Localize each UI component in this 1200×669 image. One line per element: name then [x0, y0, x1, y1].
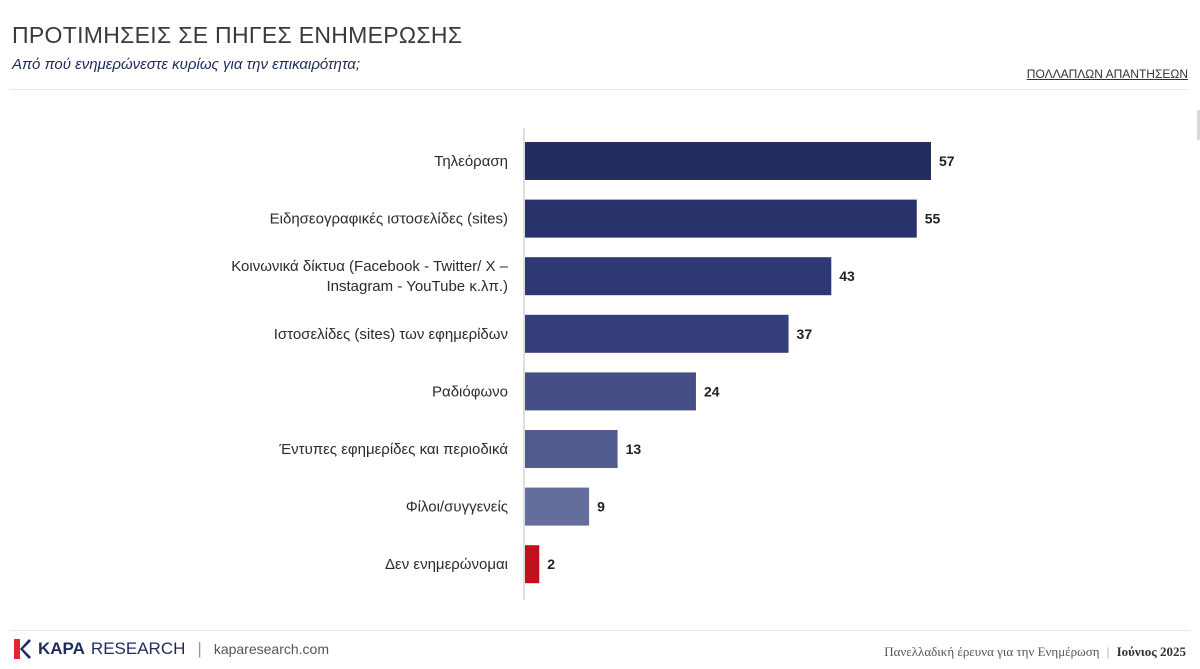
multiple-answers-note: ΠΟΛΛΑΠΛΩΝ ΑΠΑΝΤΗΣΕΩΝ	[1026, 67, 1188, 81]
survey-separator: |	[1106, 644, 1110, 659]
survey-date: Ιούνιος 2025	[1116, 644, 1186, 659]
data-label: 13	[626, 441, 642, 457]
bar	[525, 199, 917, 238]
scrollbar-thumb[interactable]	[1197, 110, 1200, 140]
footer-divider	[10, 630, 1190, 631]
brand: KAPA RESEARCH | kaparesearch.com	[12, 638, 329, 660]
bar	[525, 142, 931, 180]
header-divider	[10, 89, 1188, 90]
data-label: 43	[839, 268, 855, 284]
data-label: 55	[925, 211, 941, 227]
category-label: Τηλεόραση	[434, 153, 508, 170]
bar	[525, 545, 540, 584]
survey-name: Πανελλαδική έρευνα για την Ενημέρωση	[884, 644, 1100, 659]
category-label: Δεν ενημερώνομαι	[385, 556, 508, 573]
category-label: Κοινωνικά δίκτυα (Facebook - Twitter/ X …	[231, 258, 508, 295]
kapa-logo-icon	[14, 639, 31, 659]
brand-name-bold: KAPA	[38, 639, 85, 658]
page-subtitle: Από πού ενημερώνεστε κυρίως για την επικ…	[12, 56, 360, 73]
bar	[525, 430, 618, 468]
category-label-line: Τηλεόραση	[434, 153, 508, 170]
bar	[525, 314, 789, 353]
category-label-line: Ειδησεογραφικές ιστοσελίδες (sites)	[270, 211, 508, 228]
data-label: 2	[547, 556, 555, 572]
bar-chart: 57 Τηλεόραση 55 Ειδησεογραφικές ιστοσελίδες…	[231, 128, 955, 600]
bar	[525, 487, 590, 526]
category-label: Φίλοι/συγγενείς	[406, 499, 508, 516]
data-label: 24	[704, 383, 720, 399]
category-label-line: Ραδιόφωνο	[432, 383, 508, 400]
category-label: Ειδησεογραφικές ιστοσελίδες (sites)	[270, 211, 508, 228]
page-title: ΠΡΟΤΙΜΗΣΕΙΣ ΣΕ ΠΗΓΕΣ ΕΝΗΜΕΡΩΣΗΣ	[12, 22, 463, 48]
brand-site[interactable]: kaparesearch.com	[213, 641, 329, 657]
category-label-line: Φίλοι/συγγενείς	[406, 499, 508, 516]
brand-name-rest: RESEARCH	[90, 639, 186, 658]
data-label: 57	[939, 153, 955, 169]
brand-separator: |	[197, 639, 202, 658]
survey-info: Πανελλαδική έρευνα για την Ενημέρωση | Ι…	[884, 644, 1186, 660]
category-label-line: Instagram - YouTube κ.λπ.)	[326, 278, 508, 295]
bar	[525, 372, 696, 411]
data-label: 37	[797, 326, 813, 342]
category-label-line: Έντυπες εφημερίδες και περιοδικά	[278, 441, 508, 458]
category-label-line: Δεν ενημερώνομαι	[385, 556, 508, 573]
category-label: Έντυπες εφημερίδες και περιοδικά	[278, 441, 508, 458]
data-label: 9	[597, 499, 605, 515]
category-label: Ραδιόφωνο	[432, 383, 508, 400]
category-label-line: Κοινωνικά δίκτυα (Facebook - Twitter/ X …	[231, 258, 508, 275]
category-label-line: Ιστοσελίδες (sites) των εφημερίδων	[274, 326, 508, 343]
category-label: Ιστοσελίδες (sites) των εφημερίδων	[274, 326, 508, 343]
bar	[525, 257, 832, 296]
